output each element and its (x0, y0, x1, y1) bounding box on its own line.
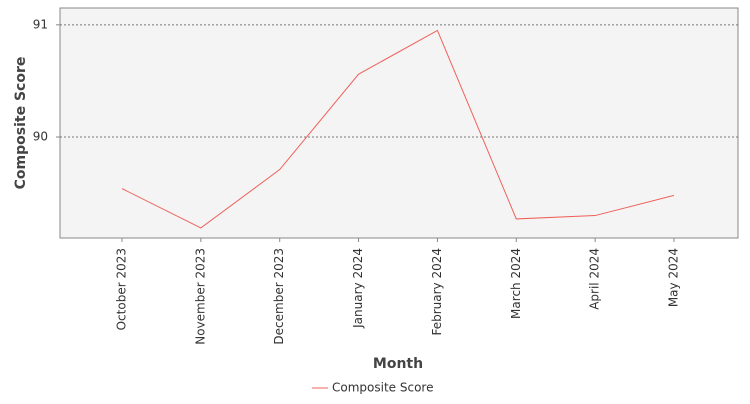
plot-area (59, 7, 739, 239)
y-tick-label: 91 (33, 17, 48, 31)
y-axis-title: Composite Score (13, 57, 29, 190)
legend-label: Composite Score (332, 381, 433, 395)
x-tick-label: October 2023 (115, 248, 129, 330)
x-tick-label: April 2024 (588, 248, 602, 310)
y-tick-label: 90 (33, 130, 48, 144)
line-series (121, 29, 675, 229)
x-tick-label: February 2024 (430, 248, 444, 336)
x-tick-label: May 2024 (667, 248, 681, 307)
x-axis-title: Month (373, 356, 423, 372)
x-tick-label: December 2023 (272, 248, 286, 345)
x-tick-label: January 2024 (351, 248, 365, 329)
x-tick-label: March 2024 (509, 248, 523, 319)
x-tick-label: November 2023 (193, 248, 207, 345)
